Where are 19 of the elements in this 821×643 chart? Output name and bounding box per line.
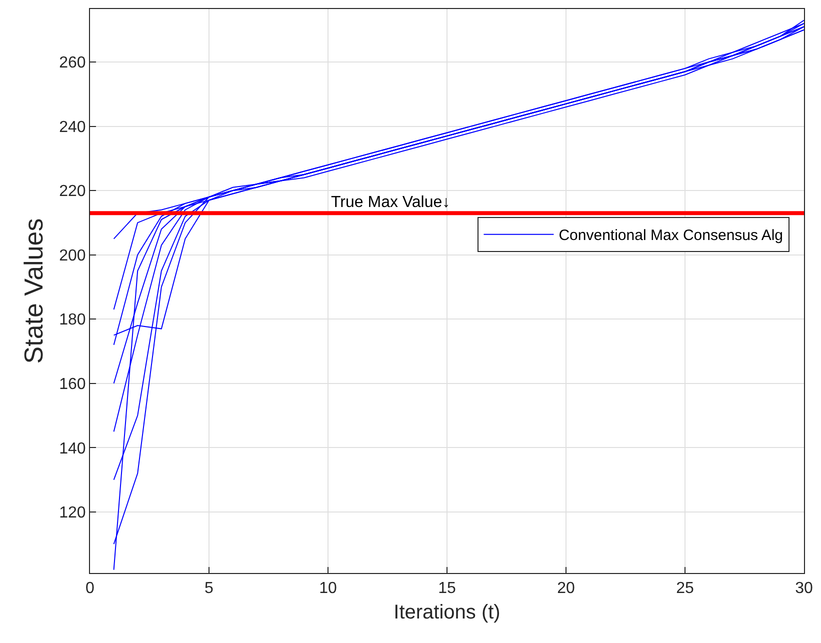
x-tick-label: 0 (86, 580, 95, 598)
x-tick-label: 10 (319, 580, 337, 598)
x-tick-label: 30 (795, 580, 813, 598)
y-axis-title: State Values (18, 218, 48, 364)
y-tick-label: 180 (59, 312, 86, 329)
ref-line-label: True Max Value↓ (331, 194, 450, 211)
y-tick-label: 260 (59, 54, 86, 72)
y-tick-label: 160 (59, 376, 86, 393)
x-axis-title: Iterations (t) (394, 602, 500, 624)
x-tick-label: 15 (438, 580, 456, 598)
x-tick-label: 20 (557, 580, 575, 598)
x-tick-label: 25 (676, 580, 694, 598)
legend-label: Conventional Max Consensus Alg (558, 227, 784, 244)
x-tick-label: 5 (204, 580, 214, 598)
y-tick-label: 220 (59, 183, 86, 200)
y-tick-label: 240 (59, 118, 86, 136)
y-tick-label: 140 (59, 440, 86, 458)
y-tick-label: 120 (59, 504, 86, 522)
y-tick-label: 200 (59, 247, 86, 264)
